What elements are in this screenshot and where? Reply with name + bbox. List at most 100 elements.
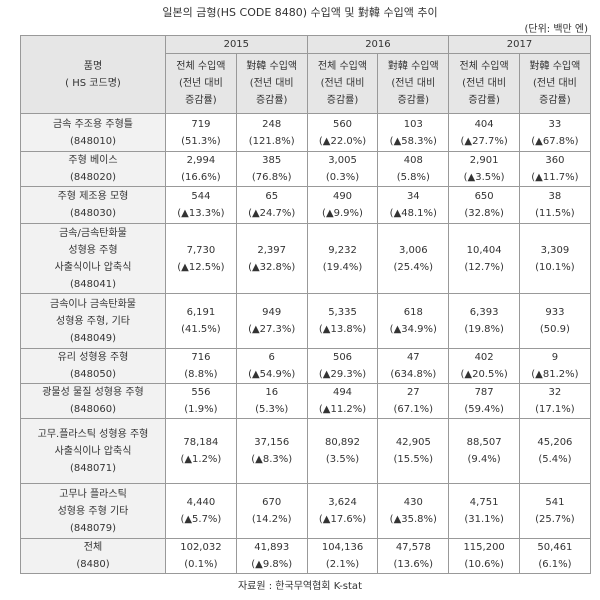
value-cell: 78,184 (▲1.2%) bbox=[165, 418, 237, 484]
cell-line: 65 bbox=[265, 191, 279, 202]
cell-line: 전체 수입액 bbox=[459, 61, 509, 72]
cell-line: 494 bbox=[332, 387, 353, 398]
cell-line: 41,893 bbox=[254, 542, 290, 553]
value-cell: 115,200 (10.6%) bbox=[448, 538, 521, 574]
cell-line: (0.1%) bbox=[184, 559, 218, 570]
value-cell: 9,232 (19.4%) bbox=[306, 223, 379, 294]
cell-line: (전년 대비 bbox=[178, 78, 223, 89]
value-cell: 385 (76.8%) bbox=[235, 151, 308, 187]
cell-line: 38 bbox=[548, 191, 562, 202]
cell-line: 650 bbox=[474, 191, 494, 202]
value-cell: 430 (▲35.8%) bbox=[377, 483, 450, 539]
value-cell: 6,191 (41.5%) bbox=[165, 293, 237, 349]
cell-line: 증감률) bbox=[468, 95, 500, 106]
value-cell: 3,005 (0.3%) bbox=[306, 151, 379, 187]
cell-line: 고무.플라스틱 성형용 주형 bbox=[37, 428, 149, 440]
cell-line: (▲81.2%) bbox=[531, 369, 579, 380]
value-cell: 27 (67.1%) bbox=[377, 383, 450, 419]
value-cell: 544 (▲13.3%) bbox=[165, 186, 237, 224]
cell-line: 248 bbox=[262, 118, 282, 130]
cell-line: 34 bbox=[406, 191, 420, 202]
value-cell: 3,309 (10.1%) bbox=[519, 223, 591, 294]
cell-line: (▲32.8%) bbox=[248, 261, 296, 273]
cell-line: 전체 수입액 bbox=[317, 61, 368, 72]
cell-line: 385 bbox=[262, 155, 282, 166]
year-header: 2016 bbox=[306, 35, 450, 54]
cell-line: (19.8%) bbox=[464, 324, 504, 335]
cell-line: (▲54.9%) bbox=[248, 369, 296, 380]
cell-line: (▲24.7%) bbox=[248, 208, 296, 219]
cell-line: 556 bbox=[191, 387, 211, 398]
data-row: 전체 (8480) 102,032 (0.1%) 41,893 (▲9.8%) 104,13… bbox=[20, 538, 591, 574]
cell-line: 42,905 bbox=[395, 437, 431, 448]
cell-line: 102,032 bbox=[180, 542, 222, 553]
cell-line: 9 bbox=[551, 352, 559, 363]
cell-line: 47 bbox=[406, 352, 420, 363]
cell-line: (▲48.1%) bbox=[389, 208, 437, 219]
cell-line: (59.4%) bbox=[464, 404, 504, 415]
cell-line: 6,393 bbox=[469, 307, 499, 318]
cell-line: 6 bbox=[268, 352, 275, 363]
value-cell: 248 (121.8%) bbox=[235, 113, 308, 152]
value-cell: 65 (▲24.7%) bbox=[235, 186, 308, 224]
cell-line: (전년 대비 bbox=[391, 78, 436, 89]
value-cell: 103 (▲58.3%) bbox=[377, 113, 450, 152]
cell-line: 27 bbox=[406, 387, 420, 398]
value-cell: 541 (25.7%) bbox=[519, 483, 591, 539]
cell-line: (8.8%) bbox=[184, 369, 218, 380]
cell-line: 719 bbox=[191, 118, 211, 130]
value-cell: 787 (59.4%) bbox=[448, 383, 521, 419]
value-cell: 360 (▲11.7%) bbox=[519, 151, 591, 187]
cell-line: 품명 bbox=[83, 60, 103, 72]
cell-line: 2,901 bbox=[469, 155, 499, 166]
cell-line: (13.6%) bbox=[393, 559, 434, 570]
cell-line: 對韓 수입액 bbox=[387, 61, 439, 72]
cell-line: 對韓 수입액 bbox=[246, 61, 298, 72]
cell-line: 광물성 물질 성형용 주형 bbox=[42, 387, 144, 398]
item-name: 유리 성형용 주형 (848050) bbox=[20, 348, 166, 384]
title: 일본의 금형(HS CODE 8480) 수입액 및 對韓 수입액 추이 bbox=[162, 6, 438, 19]
item-code: (848041) bbox=[70, 278, 116, 290]
year-header: 2017 bbox=[448, 35, 591, 54]
item-code: (8480) bbox=[76, 559, 110, 570]
cell-line: 금속 주조용 주형틀 bbox=[53, 118, 133, 130]
cell-line: (전년 대비 bbox=[249, 78, 294, 89]
cell-line: 506 bbox=[332, 352, 353, 363]
value-cell: 16 (5.3%) bbox=[235, 383, 308, 419]
cell-line: 541 bbox=[545, 497, 565, 508]
cell-line: (▲27.7%) bbox=[460, 135, 508, 147]
cell-line: (121.8%) bbox=[248, 135, 295, 147]
cell-line: 3,309 bbox=[540, 244, 570, 256]
cell-line: (2.1%) bbox=[325, 559, 360, 570]
cell-line: (▲13.3%) bbox=[177, 208, 225, 219]
value-cell: 9 (▲81.2%) bbox=[519, 348, 591, 384]
data-row: 주형 제조용 모형 (848030) 544 (▲13.3%) 65 (▲24.7%) 49… bbox=[20, 186, 591, 224]
value-cell: 88,507 (9.4%) bbox=[448, 418, 521, 484]
value-cell: 34 (▲48.1%) bbox=[377, 186, 450, 224]
item-code: (848050) bbox=[70, 369, 116, 380]
cell-line: (14.2%) bbox=[251, 514, 292, 525]
cell-line: (17.1%) bbox=[535, 404, 575, 415]
cell-line: (16.6%) bbox=[181, 172, 221, 183]
value-cell: 42,905 (15.5%) bbox=[377, 418, 450, 484]
cell-line: (전년 대비 bbox=[532, 78, 577, 89]
cell-line: 주형 제조용 모형 bbox=[57, 191, 129, 202]
cell-line: 주형 베이스 bbox=[68, 155, 118, 166]
cell-line: (▲3.5%) bbox=[463, 172, 505, 183]
cell-line: 증감률) bbox=[397, 95, 430, 106]
item-code: (848049) bbox=[70, 332, 116, 344]
cell-line: (전년 대비 bbox=[462, 78, 507, 89]
cell-line: 408 bbox=[403, 155, 423, 166]
data-row: 광물성 물질 성형용 주형 (848060) 556 (1.9%) 16 (5.3%) 49… bbox=[20, 383, 591, 419]
cell-line: 45,206 bbox=[537, 437, 573, 448]
value-cell: 949 (▲27.3%) bbox=[235, 293, 308, 349]
unit: (단위: 백만 엔) bbox=[524, 24, 588, 35]
cell-line: (▲58.3%) bbox=[389, 135, 437, 147]
sub-header: 전체 수입액 (전년 대비 증감률) bbox=[165, 53, 237, 114]
cell-line: (▲22.0%) bbox=[318, 135, 367, 147]
cell-line: (▲11.2%) bbox=[318, 404, 367, 415]
cell-line: (▲35.8%) bbox=[389, 514, 437, 525]
cell-line: 50,461 bbox=[537, 542, 573, 553]
